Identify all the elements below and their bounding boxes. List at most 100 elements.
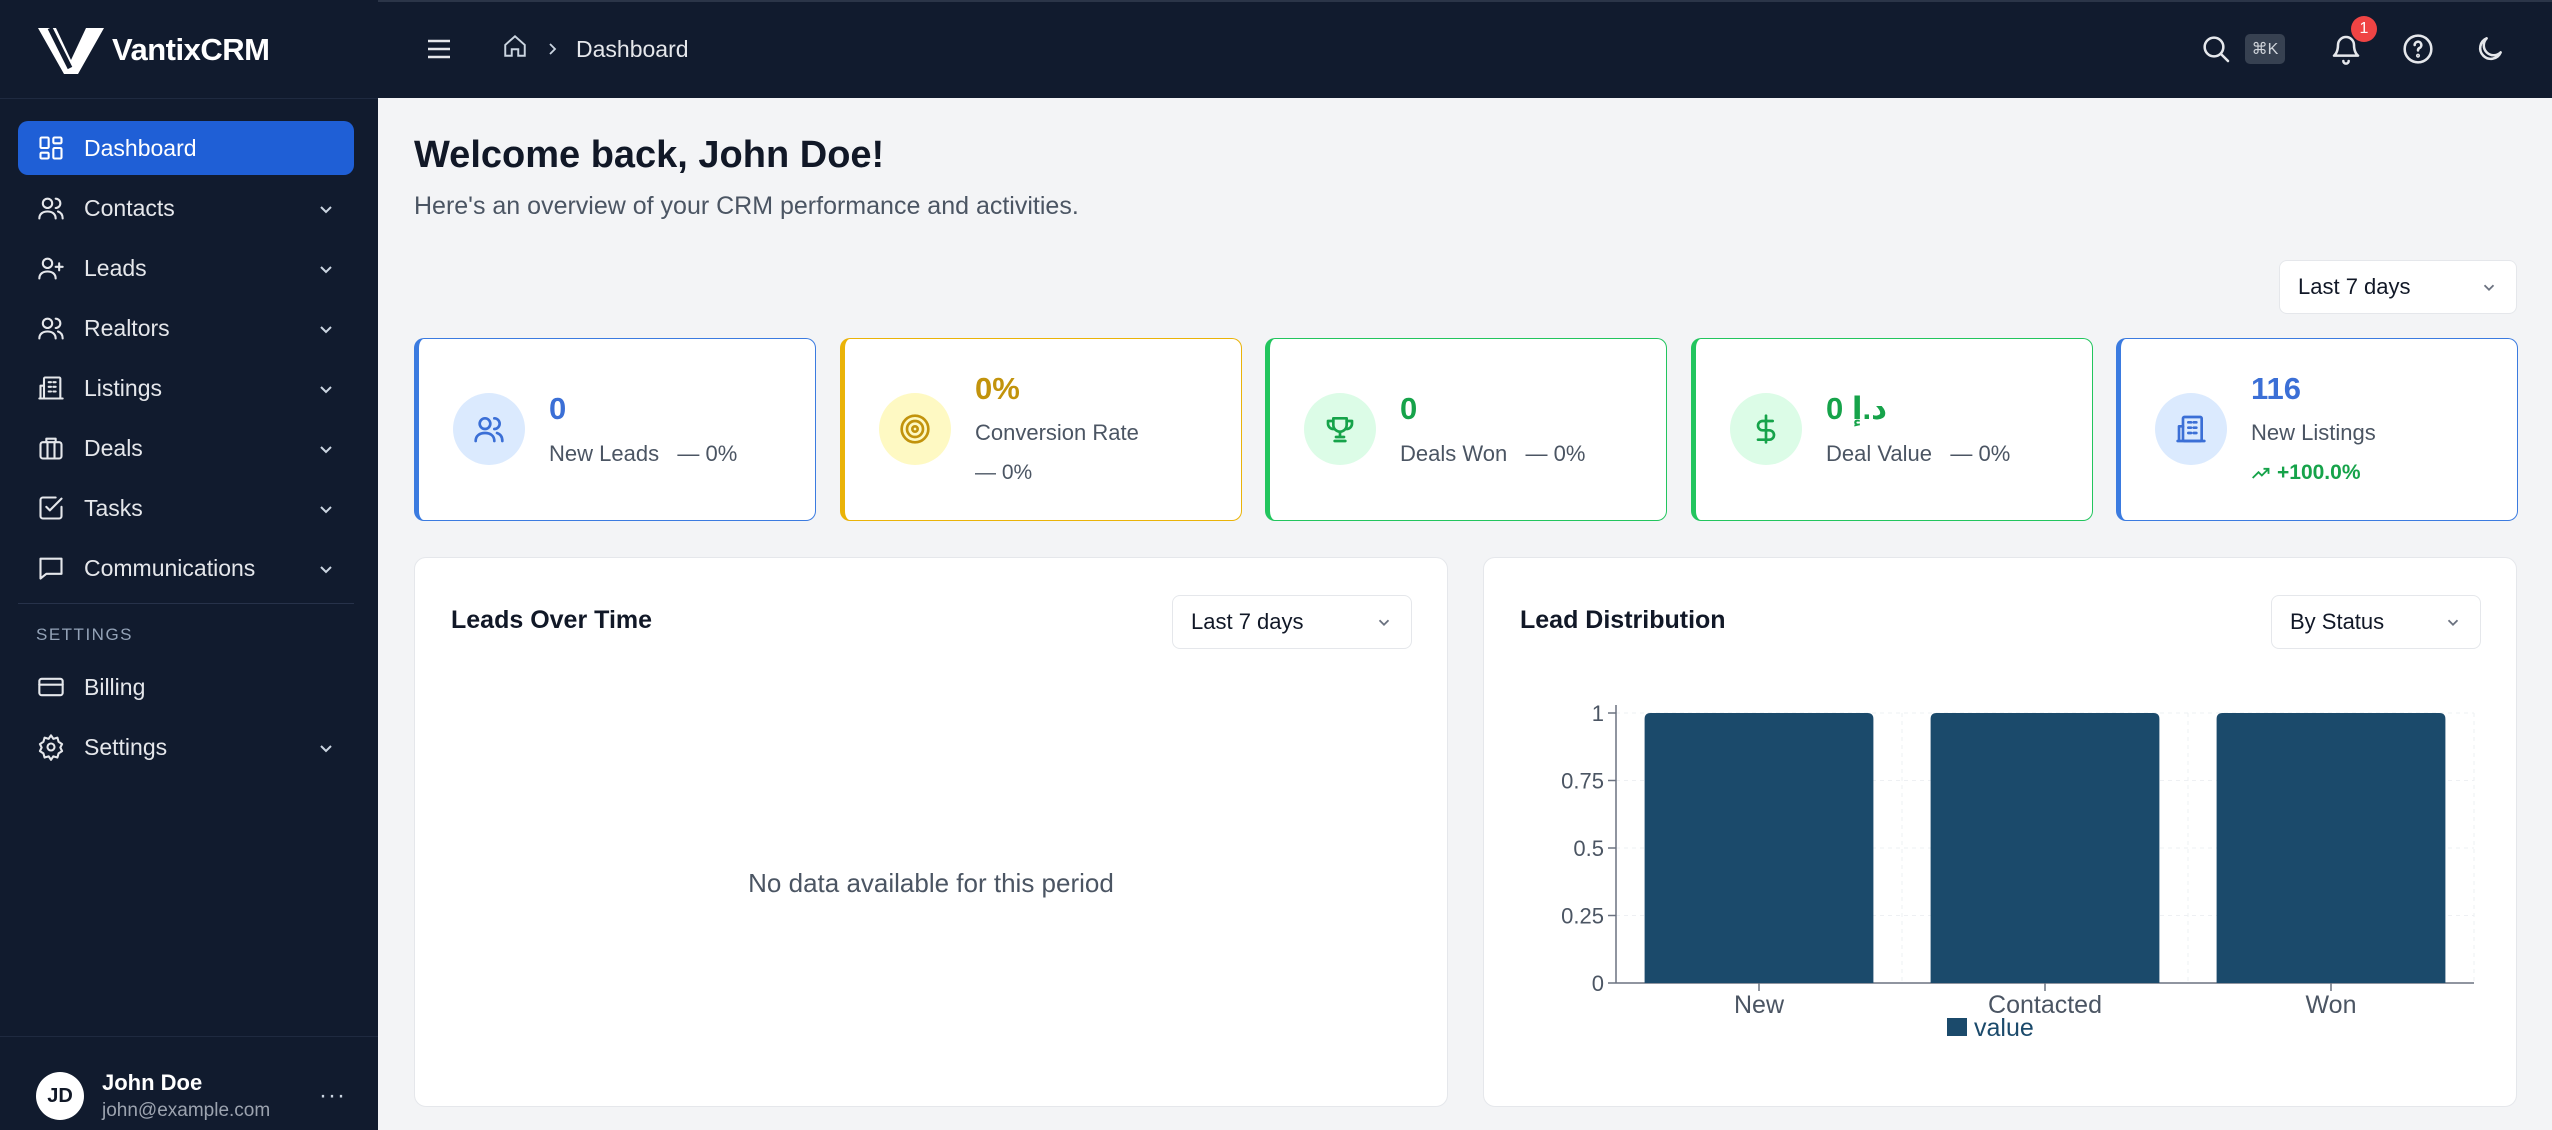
chevron-down-icon [316, 737, 336, 757]
stat-card-new-listings[interactable]: 116 New Listings +100.0% [2116, 338, 2518, 521]
sidebar-item-contacts[interactable]: Contacts [18, 181, 354, 235]
x-tick-label: New [1734, 991, 1785, 1019]
search-icon[interactable] [2200, 33, 2232, 65]
sidebar-item-realtors[interactable]: Realtors [18, 301, 354, 355]
bar-chart: 0 0.25 0.5 0.75 1 New Contacted Won value [1561, 701, 2475, 1042]
sidebar-item-tasks[interactable]: Tasks [18, 481, 354, 535]
sidebar-item-leads[interactable]: Leads [18, 241, 354, 295]
logo-icon [38, 26, 104, 74]
sidebar-item-label: Billing [84, 673, 146, 700]
sidebar-item-label: Settings [84, 733, 168, 760]
stat-value: 0 [549, 391, 567, 426]
stat-value: 0 د.إ [1826, 391, 1888, 426]
divider [18, 603, 354, 604]
period-select[interactable]: Last 7 days [2279, 260, 2517, 314]
chevron-right-icon [544, 36, 560, 63]
stat-label: New Leads — 0% [549, 441, 738, 466]
user-plus-icon [36, 253, 66, 283]
menu-icon [428, 39, 450, 59]
notification-badge: 1 [2351, 16, 2377, 42]
stat-card-new-leads[interactable]: 0 New Leads — 0% [414, 338, 816, 521]
empty-state-message: No data available for this period [748, 868, 1114, 898]
help-icon[interactable] [2402, 33, 2434, 65]
sidebar-item-billing[interactable]: Billing [18, 660, 354, 714]
sidebar-item-communications[interactable]: Communications [18, 541, 354, 595]
breadcrumb: Dashboard [502, 33, 689, 65]
sidebar-item-settings[interactable]: Settings [18, 720, 354, 774]
building-icon [36, 373, 66, 403]
user-name: John Doe [102, 1070, 203, 1095]
sidebar-item-label: Leads [84, 254, 147, 281]
page-title: Welcome back, John Doe! [414, 134, 885, 176]
period-select-value: Last 7 days [2298, 274, 2411, 299]
trophy-icon [1304, 393, 1376, 465]
chevron-down-icon [2447, 619, 2459, 626]
legend-swatch [1947, 1018, 1967, 1036]
lead-distribution-card: Lead Distribution By Status 0 0.25 0.5 0.75… [1483, 557, 2517, 1107]
bell-icon[interactable] [2330, 33, 2362, 65]
stat-card-deal-value[interactable]: 0 د.إ Deal Value — 0% [1691, 338, 2093, 521]
moon-icon[interactable] [2474, 33, 2506, 65]
home-icon[interactable] [502, 33, 528, 65]
more-options-icon[interactable]: ··· [319, 1082, 346, 1109]
sidebar-item-label: Tasks [84, 494, 143, 521]
chevron-down-icon [316, 438, 336, 458]
logo[interactable]: VantixCRM [36, 24, 270, 76]
breadcrumb-current: Dashboard [576, 35, 689, 62]
leads-period-select[interactable]: Last 7 days [1172, 595, 1412, 649]
sidebar-item-deals[interactable]: Deals [18, 421, 354, 475]
trending-up-icon [2252, 467, 2270, 479]
sidebar: VantixCRM Dashboard Contacts Leads Realt… [0, 0, 378, 1130]
bar [1644, 713, 1874, 983]
stat-card-conversion-rate[interactable]: 0% Conversion Rate — 0% [840, 338, 1242, 521]
stat-label: New Listings [2251, 420, 2376, 445]
settings-heading: SETTINGS [36, 625, 134, 644]
sidebar-nav: Dashboard Contacts Leads Realtors Listin… [18, 121, 354, 780]
gear-icon [36, 732, 66, 762]
building-icon [2155, 393, 2227, 465]
briefcase-icon [36, 433, 66, 463]
sidebar-item-label: Realtors [84, 314, 170, 341]
users-icon [36, 193, 66, 223]
chevron-down-icon [316, 378, 336, 398]
user-profile[interactable]: JD John Doe john@example.com ··· [36, 1070, 346, 1122]
chevron-down-icon [316, 258, 336, 278]
card-title: Leads Over Time [451, 606, 653, 634]
users-icon [36, 313, 66, 343]
sidebar-item-label: Contacts [84, 194, 175, 221]
sidebar-item-listings[interactable]: Listings [18, 361, 354, 415]
menu-toggle-button[interactable] [426, 37, 452, 61]
x-tick-label: Won [2306, 991, 2357, 1019]
stat-label: Conversion Rate [975, 420, 1139, 445]
page-subtitle: Here's an overview of your CRM performan… [414, 192, 1079, 220]
chevron-down-icon [316, 198, 336, 218]
lead-distribution-chart: 0 0.25 0.5 0.75 1 New Contacted Won value [1484, 558, 2518, 1108]
topbar: Dashboard [378, 0, 2552, 98]
user-email: john@example.com [102, 1100, 271, 1121]
avatar: JD [36, 1072, 84, 1120]
sidebar-item-label: Dashboard [84, 134, 197, 161]
sidebar-item-label: Communications [84, 554, 256, 581]
sidebar-item-label: Deals [84, 434, 143, 461]
divider [0, 98, 378, 99]
stat-card-deals-won[interactable]: 0 Deals Won — 0% [1265, 338, 1667, 521]
chevron-down-icon [316, 558, 336, 578]
divider [0, 1036, 378, 1037]
chevron-down-icon [316, 318, 336, 338]
stat-change: — 0% [1950, 441, 2011, 466]
credit-card-icon [36, 672, 66, 702]
bar [1930, 713, 2160, 983]
target-icon [879, 393, 951, 465]
sidebar-item-label: Listings [84, 374, 162, 401]
y-tick-label: 0 [1592, 971, 1604, 996]
distribution-select[interactable]: By Status [2271, 595, 2481, 649]
users-icon [453, 393, 525, 465]
stat-change: — 0% [677, 441, 738, 466]
select-value: By Status [2290, 609, 2385, 634]
bar [2216, 713, 2446, 983]
y-tick-label: 0.25 [1561, 904, 1604, 929]
leads-over-time-card: Leads Over Time Last 7 days No data avai… [414, 557, 1448, 1107]
search-shortcut: ⌘K [2245, 34, 2285, 64]
stat-change: — 0% [1525, 441, 1586, 466]
sidebar-item-dashboard[interactable]: Dashboard [18, 121, 354, 175]
